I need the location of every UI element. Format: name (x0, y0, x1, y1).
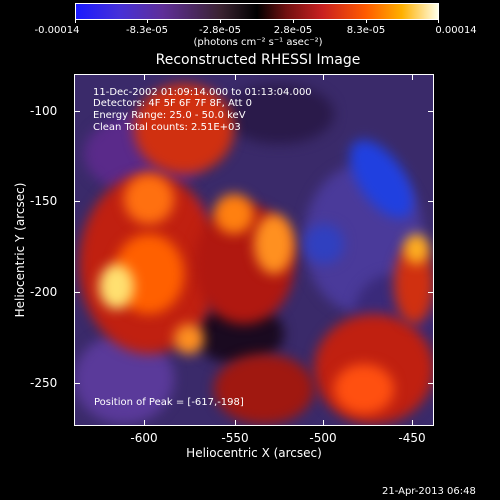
y-tick (428, 383, 434, 384)
x-tick-label: -450 (398, 431, 426, 445)
colorbar-tick (147, 19, 148, 23)
y-tick (74, 201, 80, 202)
x-tick-label: -550 (221, 431, 249, 445)
y-tick (74, 383, 80, 384)
negative-source (304, 224, 344, 264)
colorbar-tick (366, 19, 367, 23)
x-tick-label: -600 (130, 431, 158, 445)
y-tick-label: -100 (30, 104, 58, 118)
colorbar-label: 8.3e-05 (346, 25, 386, 36)
x-tick (144, 74, 145, 80)
positive-source (134, 84, 234, 174)
colorbar-label: 0.00014 (435, 25, 477, 36)
peak-position-text: Position of Peak = [-617,-198] (94, 397, 244, 408)
colorbar-tick (220, 19, 221, 23)
y-tick-label: -250 (30, 376, 58, 390)
info-clean-counts: Clean Total counts: 2.51E+03 (93, 122, 241, 133)
x-tick (235, 74, 236, 80)
hot-spot (254, 214, 294, 274)
colorbar-tick (293, 19, 294, 23)
image-region (224, 84, 334, 144)
x-tick (144, 420, 145, 426)
y-axis-title: Heliocentric Y (arcsec) (13, 182, 27, 318)
peak-spot (99, 264, 134, 309)
colorbar-label: 2.8e-05 (273, 25, 313, 36)
hot-spot (124, 174, 174, 224)
x-tick (323, 74, 324, 80)
colorbar-label: -2.8e-05 (199, 25, 241, 36)
plot-title: Reconstructed RHESSI Image (155, 52, 361, 68)
y-tick (428, 292, 434, 293)
x-tick (412, 74, 413, 80)
y-tick (74, 292, 80, 293)
colorbar-label: -8.3e-05 (126, 25, 168, 36)
x-axis-title: Heliocentric X (arcsec) (186, 446, 322, 460)
x-tick (235, 420, 236, 426)
hot-spot (334, 364, 394, 414)
y-tick (428, 201, 434, 202)
positive-source (214, 354, 314, 424)
x-tick (412, 420, 413, 426)
colorbar-tick (438, 19, 439, 23)
info-detectors: Detectors: 4F 5F 6F 7F 8F, Att 0 (93, 98, 253, 109)
hot-spot (214, 194, 254, 234)
colorbar-tick (75, 19, 76, 23)
x-tick (323, 420, 324, 426)
info-time-range: 11-Dec-2002 01:09:14.000 to 01:13:04.000 (93, 87, 312, 98)
rhessi-image (74, 74, 434, 426)
y-tick-label: -150 (30, 194, 58, 208)
y-tick (428, 111, 434, 112)
hot-spot (174, 324, 204, 354)
hot-spot (404, 234, 429, 264)
colorbar-label: -0.00014 (34, 25, 80, 36)
colorbar (75, 3, 439, 20)
x-tick-label: -500 (309, 431, 337, 445)
info-energy-range: Energy Range: 25.0 - 50.0 keV (93, 110, 246, 121)
colorbar-units: (photons cm⁻² s⁻¹ asec⁻²) (193, 37, 323, 48)
y-tick (74, 111, 80, 112)
y-tick-label: -200 (30, 285, 58, 299)
footer-date: 21-Apr-2013 06:48 (382, 486, 476, 497)
